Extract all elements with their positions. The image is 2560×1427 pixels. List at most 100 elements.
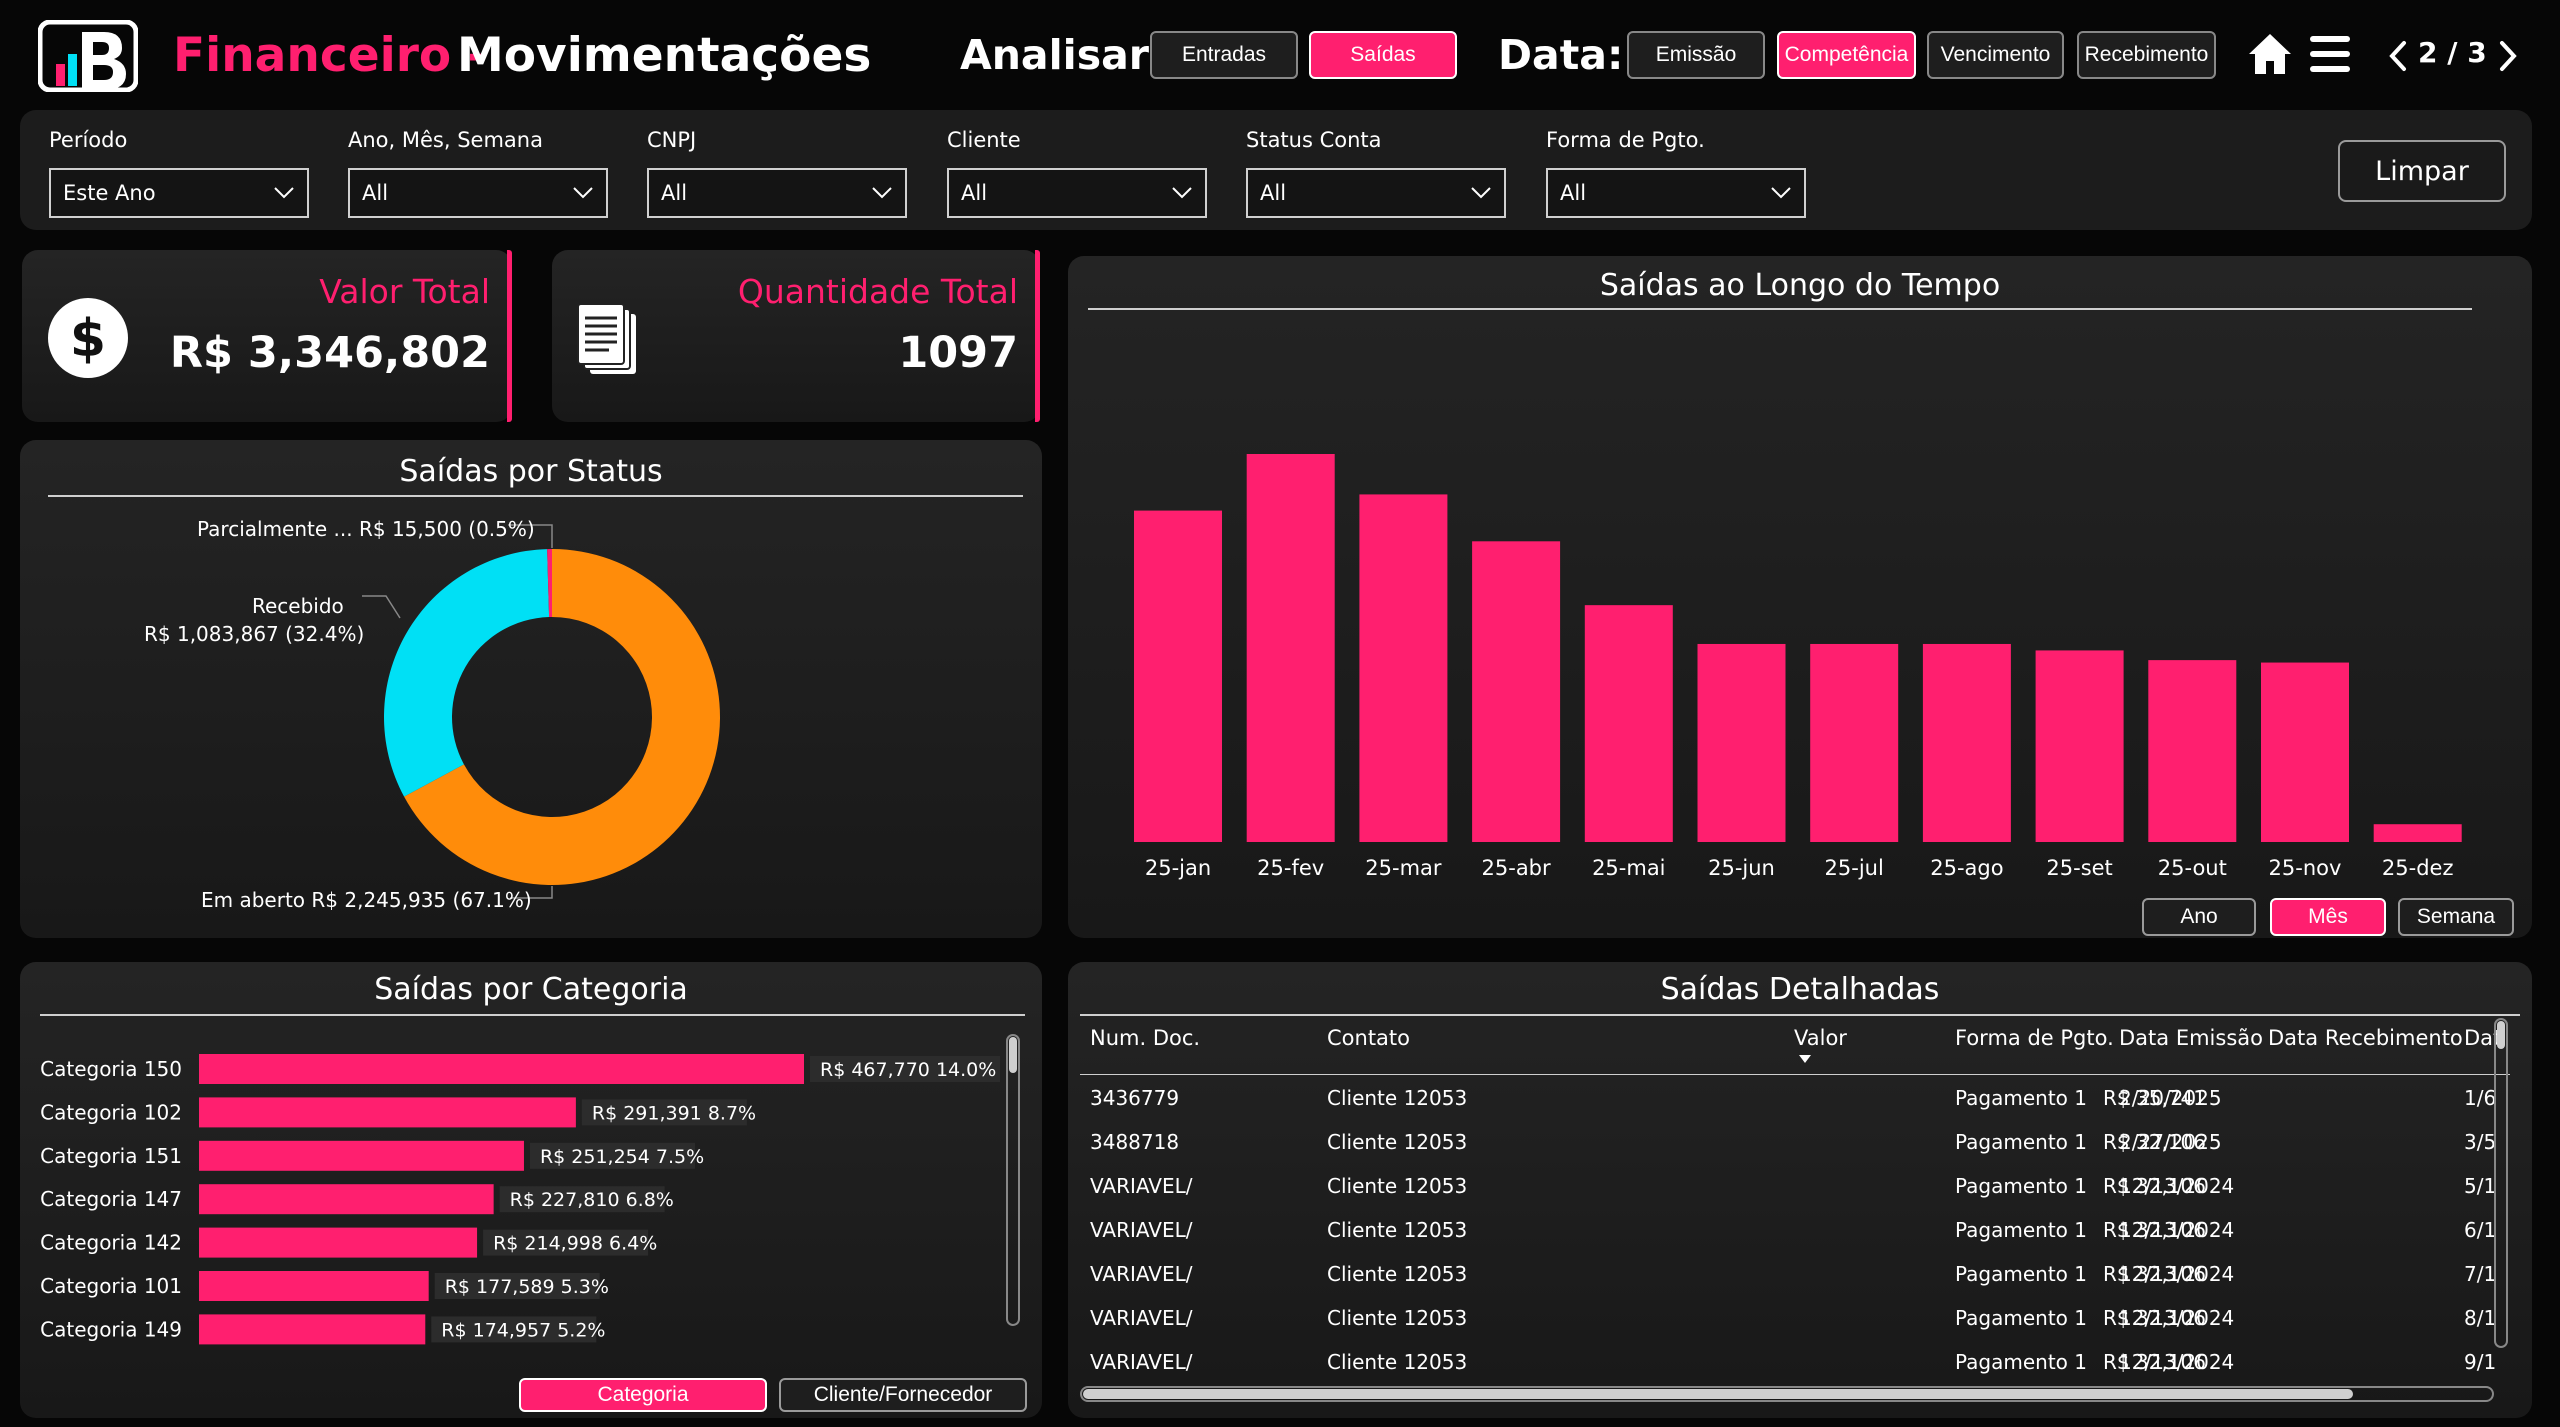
- table-cell: R$ 32,106: [2103, 1174, 2206, 1198]
- competencia-button[interactable]: Competência: [1777, 31, 1916, 79]
- table-cell: Cliente 12053: [1327, 1262, 1468, 1286]
- x-tick-label: 25-out: [2158, 856, 2227, 880]
- ano-mes-semana-dropdown[interactable]: All: [348, 168, 608, 218]
- status-conta-dropdown[interactable]: All: [1246, 168, 1506, 218]
- category-label: Categoria 101: [40, 1274, 182, 1298]
- bar-25-jul[interactable]: [1810, 643, 1899, 842]
- data-label: R$ 227,810 6.8%: [510, 1189, 674, 1211]
- bar-25-mar[interactable]: [1359, 494, 1448, 842]
- bar-25-nov[interactable]: [2261, 662, 2349, 842]
- page-title: Movimentações: [457, 28, 872, 83]
- menu-icon[interactable]: [2308, 34, 2352, 74]
- category-bar[interactable]: [199, 1140, 524, 1171]
- column-header-valor[interactable]: Valor: [1794, 1026, 1847, 1050]
- table-cell: Cliente 12053: [1327, 1218, 1468, 1242]
- clear-filters-button[interactable]: Limpar: [2338, 140, 2506, 202]
- filter-label: Forma de Pgto.: [1546, 128, 1705, 152]
- periodo-dropdown[interactable]: Este Ano: [49, 168, 309, 218]
- time-bar-chart: 25-jan 25-fev 25-mar 25-abr 25-mai 25-jun 25-j…: [1134, 454, 2462, 880]
- table-cell: 6/1: [2464, 1218, 2497, 1242]
- table-vertical-scrollbar[interactable]: [2494, 1018, 2508, 1348]
- table-horizontal-scrollbar[interactable]: [1080, 1386, 2494, 1402]
- entradas-button[interactable]: Entradas: [1150, 31, 1298, 79]
- filter-ano-mes-semana: Ano, Mês, Semana All: [348, 128, 608, 218]
- bar-25-fev[interactable]: [1246, 454, 1335, 842]
- table-cell: Pagamento 1: [1955, 1086, 2087, 1110]
- cnpj-dropdown[interactable]: All: [647, 168, 907, 218]
- donut-slice-em-aberto[interactable]: [404, 549, 720, 885]
- table-cell: 3/5: [2464, 1130, 2497, 1154]
- dropdown-value: All: [1260, 181, 1287, 205]
- table-cell: 12/13/2024: [2119, 1174, 2235, 1198]
- x-tick-label: 25-jan: [1145, 856, 1211, 880]
- bar-25-abr[interactable]: [1472, 541, 1561, 842]
- kpi-accent-bar: [1035, 250, 1040, 422]
- bar-25-out[interactable]: [2148, 660, 2237, 842]
- semana-button[interactable]: Semana: [2398, 898, 2514, 936]
- dropdown-value: All: [1560, 181, 1587, 205]
- category-bar[interactable]: [199, 1314, 426, 1345]
- column-header-num-doc[interactable]: Num. Doc.: [1090, 1026, 1201, 1050]
- category-panel: Saídas por Categoria Categoria 150 R$ 467…: [20, 962, 1042, 1418]
- table-cell: VARIAVEL/: [1090, 1262, 1193, 1286]
- forma-pgto-dropdown[interactable]: All: [1546, 168, 1806, 218]
- filter-cnpj: CNPJ All: [647, 128, 907, 218]
- bar-25-set[interactable]: [2035, 650, 2124, 842]
- category-bar[interactable]: [199, 1054, 804, 1084]
- category-bar[interactable]: [199, 1097, 576, 1128]
- saidas-button[interactable]: Saídas: [1309, 31, 1457, 79]
- category-label: Categoria 102: [40, 1100, 182, 1124]
- cliente-fornecedor-button[interactable]: Cliente/Fornecedor: [779, 1378, 1027, 1412]
- data-label: Data:: [1498, 31, 1624, 79]
- column-header-data-recebimento[interactable]: Data Recebimento: [2268, 1026, 2463, 1050]
- donut-slice-parcialmente-[interactable]: [547, 549, 552, 618]
- kpi-quantidade-total: Quantidade Total 1097: [552, 250, 1040, 422]
- table-cell: R$ 32,106: [2103, 1130, 2206, 1154]
- table-cell: 5/1: [2464, 1174, 2497, 1198]
- svg-text:$: $: [70, 309, 106, 369]
- dollar-icon: $: [48, 298, 128, 378]
- sort-desc-icon[interactable]: [1798, 1054, 1812, 1064]
- recebimento-button[interactable]: Recebimento: [2077, 31, 2216, 79]
- bar-25-dez[interactable]: [2373, 824, 2462, 842]
- category-bar[interactable]: [199, 1184, 494, 1215]
- donut-slice-recebido[interactable]: [383, 549, 550, 797]
- x-tick-label: 25-mar: [1365, 856, 1442, 880]
- donut-label-recebido-value: R$ 1,083,867 (32.4%): [144, 622, 365, 646]
- cliente-dropdown[interactable]: All: [947, 168, 1207, 218]
- page-indicator: 2 / 3: [2418, 36, 2487, 69]
- scrollbar-thumb[interactable]: [2497, 1021, 2505, 1049]
- bar-25-mai[interactable]: [1584, 605, 1673, 842]
- column-header-contato[interactable]: Contato: [1327, 1026, 1411, 1050]
- bar-25-jan[interactable]: [1134, 510, 1222, 842]
- title-rule: [1088, 308, 2472, 310]
- table-cell: 9/1: [2464, 1350, 2497, 1374]
- prev-page-icon[interactable]: [2388, 40, 2408, 72]
- category-scrollbar[interactable]: [1006, 1034, 1020, 1326]
- category-label: Categoria 149: [40, 1317, 182, 1341]
- vencimento-button[interactable]: Vencimento: [1927, 31, 2064, 79]
- title-accent: Financeiro -: [173, 28, 488, 83]
- kpi-valor-total: $ Valor Total R$ 3,346,802: [22, 250, 512, 422]
- ano-button[interactable]: Ano: [2142, 898, 2256, 936]
- scrollbar-thumb[interactable]: [1083, 1389, 2353, 1399]
- category-label: Categoria 142: [40, 1231, 182, 1255]
- mes-button[interactable]: Mês: [2270, 898, 2386, 936]
- emissao-button[interactable]: Emissão: [1627, 31, 1765, 79]
- bar-25-ago[interactable]: [1922, 643, 2011, 842]
- category-bar[interactable]: [199, 1227, 478, 1258]
- filter-cliente: Cliente All: [947, 128, 1207, 218]
- categoria-button[interactable]: Categoria: [519, 1378, 767, 1412]
- next-page-icon[interactable]: [2498, 40, 2518, 72]
- data-label: R$ 174,957 5.2%: [441, 1319, 605, 1341]
- chevron-down-icon: [1471, 187, 1491, 199]
- column-header-data-emissao[interactable]: Data Emissão: [2119, 1026, 2263, 1050]
- home-icon[interactable]: [2247, 32, 2293, 76]
- title-rule: [1080, 1014, 2520, 1016]
- category-bar[interactable]: [199, 1271, 429, 1301]
- table-cell: Cliente 12053: [1327, 1130, 1468, 1154]
- column-header-forma-pgto[interactable]: Forma de Pgto.: [1955, 1026, 2114, 1050]
- bar-25-jun[interactable]: [1697, 643, 1786, 842]
- scrollbar-thumb[interactable]: [1009, 1037, 1017, 1073]
- logo-icon: [38, 20, 138, 92]
